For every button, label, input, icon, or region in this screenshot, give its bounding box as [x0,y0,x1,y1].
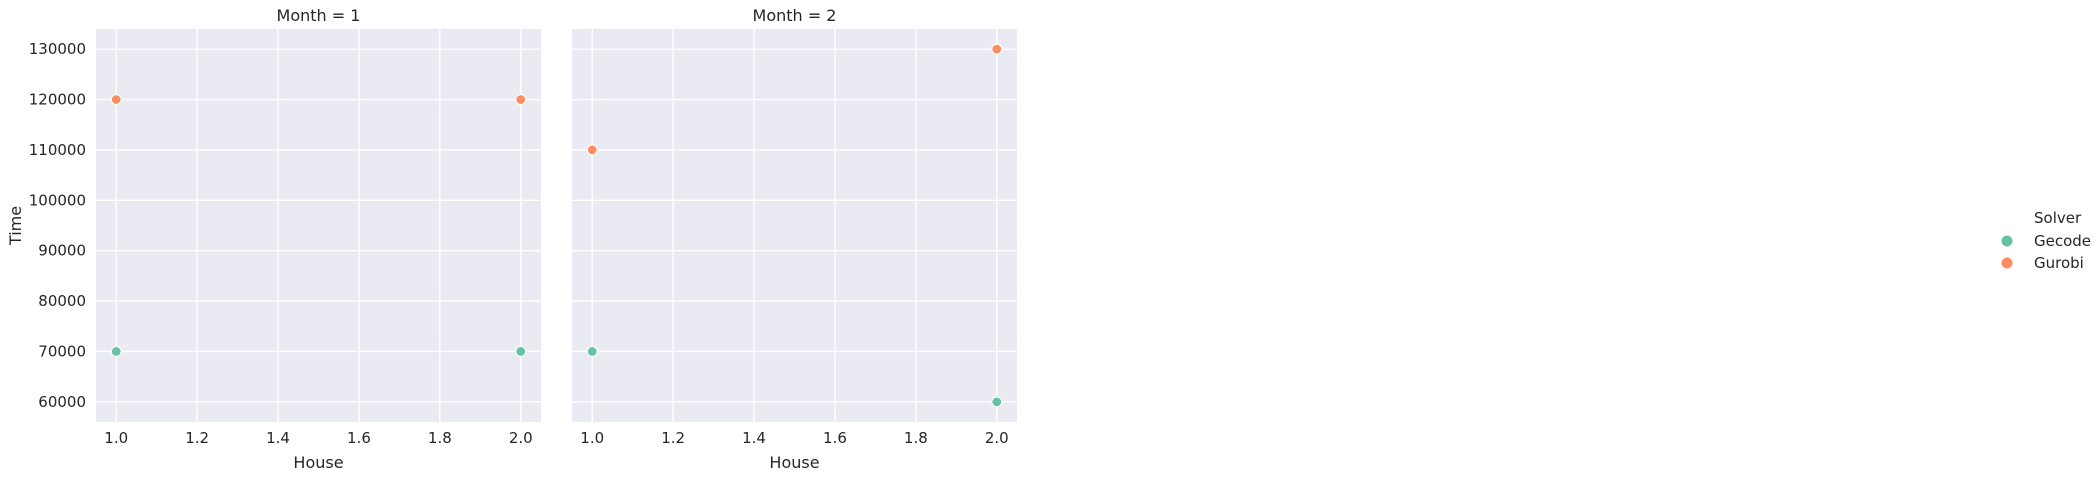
y-tick-label: 80000 [38,292,86,310]
y-tick-label: 90000 [38,242,86,260]
panels: Month = 1 1.0 1.2 1.4 1.6 1.8 2.0 House 60000 700… [29,6,1017,472]
x-tick-label: 1.2 [661,429,685,447]
y-tick-label: 70000 [38,342,86,360]
panel-background [572,29,1017,422]
x-tick-label: 1.4 [266,429,290,447]
legend-label-gurobi: Gurobi [2034,254,2084,272]
x-tick-label: 1.2 [185,429,209,447]
panel-month-2: Month = 2 1.0 1.2 1.4 1.6 1.8 2.0 House [572,6,1017,472]
point-gecode [110,345,122,358]
point-gurobi [586,144,598,156]
legend-marker-gurobi [2000,256,2014,270]
legend-marker-gecode [2000,234,2014,248]
x-tick-label: 2.0 [985,429,1009,447]
legend: Solver Gecode Gurobi [2000,209,2091,272]
panel-title: Month = 2 [753,6,837,25]
x-tick-label: 1.8 [428,429,452,447]
legend-title: Solver [2034,209,2082,227]
x-tick-label: 1.6 [823,429,847,447]
x-tick-label: 1.4 [742,429,766,447]
x-tick-label: 1.6 [347,429,371,447]
panel-background [96,29,541,422]
point-gurobi [110,93,122,106]
point-gurobi [515,93,527,106]
y-tick-label: 110000 [29,141,86,159]
point-gecode [515,345,527,358]
point-gecode [586,345,598,358]
point-gecode [991,396,1003,408]
legend-label-gecode: Gecode [2034,232,2091,250]
y-tick-label: 100000 [29,191,86,209]
x-axis-label: House [769,453,819,472]
x-tick-label: 1.0 [104,429,128,447]
y-tick-label: 60000 [38,393,86,411]
x-tick-label: 1.8 [904,429,928,447]
y-tick-label: 130000 [29,40,86,58]
y-axis-label: Time [6,206,25,246]
panel-title: Month = 1 [277,6,361,25]
point-gurobi [991,43,1003,55]
x-axis-label: House [293,453,343,472]
x-tick-label: 1.0 [580,429,604,447]
x-tick-label: 2.0 [509,429,533,447]
y-tick-label: 120000 [29,91,86,109]
panel-month-1: Month = 1 1.0 1.2 1.4 1.6 1.8 2.0 House 60000 700… [29,6,541,472]
